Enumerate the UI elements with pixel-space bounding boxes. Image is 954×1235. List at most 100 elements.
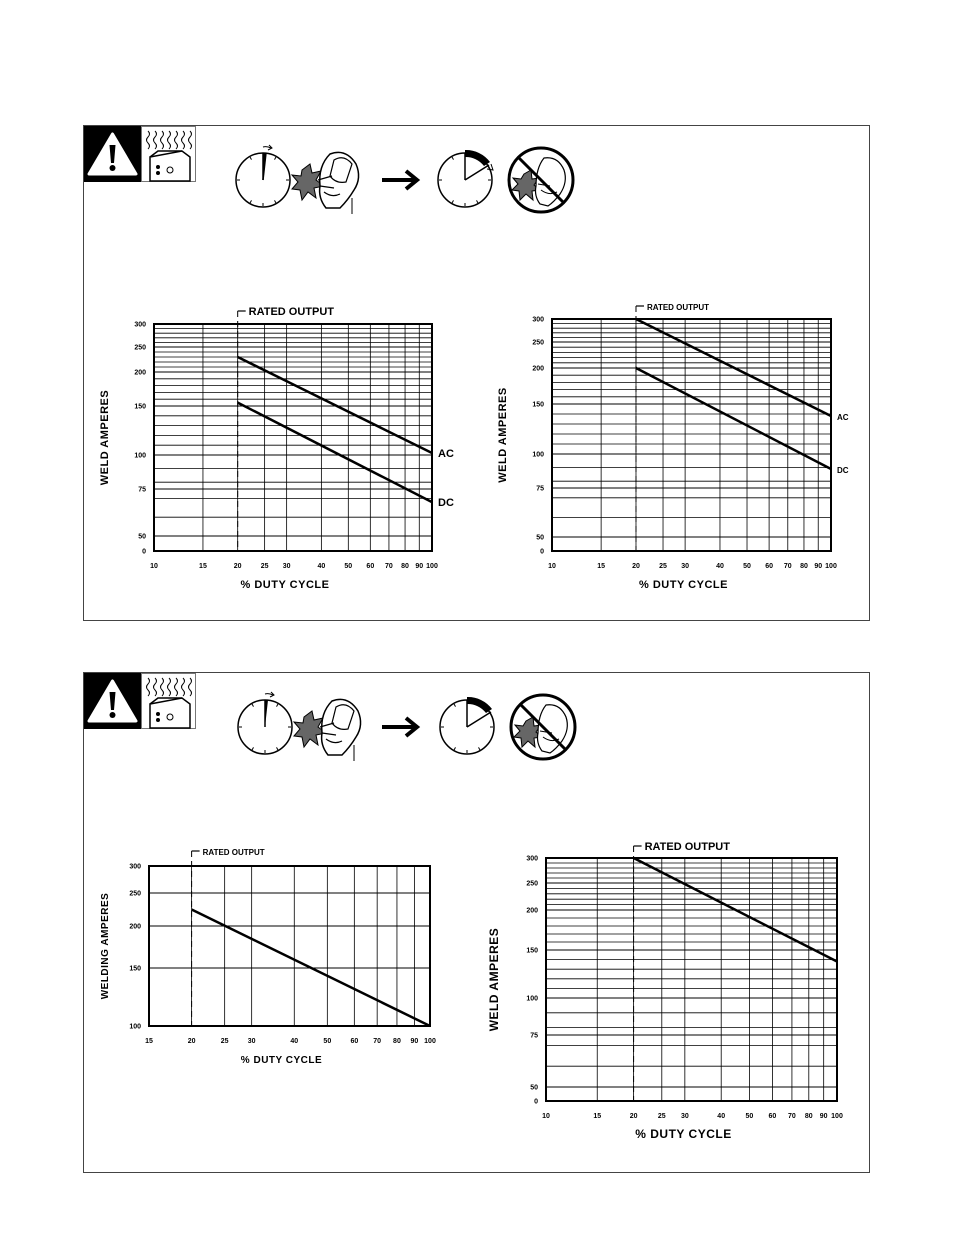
y-axis-label: WELD AMPERES	[99, 390, 111, 485]
x-tick-label: 60	[366, 563, 374, 570]
duty-cycle-clock-icon	[237, 691, 293, 755]
y-tick-label: 250	[526, 881, 538, 888]
x-tick-label: 70	[385, 563, 393, 570]
series-line-0	[633, 856, 838, 963]
x-tick-label: 100	[831, 1113, 843, 1120]
y-tick-label: 250	[134, 345, 146, 352]
x-tick-label: 30	[248, 1038, 256, 1045]
series-line-ac	[635, 317, 832, 418]
y-tick-label: 100	[532, 452, 544, 459]
x-tick-label: 25	[659, 563, 667, 570]
warning-triangle-icon	[84, 673, 141, 729]
chart-grid	[551, 318, 832, 552]
x-tick-label: 90	[820, 1113, 828, 1120]
x-tick-label: 15	[199, 563, 207, 570]
x-tick-label: 10	[542, 1113, 550, 1120]
y-tick-label: 300	[134, 322, 146, 329]
welder-icon	[290, 151, 360, 214]
y-tick-label: 100	[526, 996, 538, 1003]
rated-output-label: RATED OUTPUT	[203, 848, 265, 857]
x-tick-label: 60	[350, 1038, 358, 1045]
x-tick-label: 25	[261, 563, 269, 570]
x-tick-label: 70	[788, 1113, 796, 1120]
y-tick-label: 250	[129, 891, 141, 898]
y-tick-label: 250	[532, 340, 544, 347]
x-tick-label: 20	[188, 1038, 196, 1045]
duty-cycle-panel-2: RATED OUTPUT 15 20 25 30 40 50 60 70 80 90 100 100 15…	[83, 672, 870, 1173]
x-tick-label: 100	[426, 563, 438, 570]
x-tick-label: 20	[630, 1113, 638, 1120]
x-tick-label: 15	[597, 563, 605, 570]
x-axis-label: % DUTY CYCLE	[241, 579, 330, 591]
x-tick-label: 40	[716, 563, 724, 570]
hot-equipment-icon	[141, 126, 196, 182]
plot-frame	[148, 865, 431, 1027]
y-tick-label: 100	[129, 1024, 141, 1031]
y-axis-label: WELD AMPERES	[497, 387, 509, 482]
y-tick-label: 200	[134, 370, 146, 377]
x-tick-label: 70	[373, 1038, 381, 1045]
x-tick-label: 90	[415, 563, 423, 570]
y-tick-label: 75	[138, 487, 146, 494]
x-tick-label: 50	[323, 1038, 331, 1045]
x-axis-label: % DUTY CYCLE	[635, 1127, 731, 1141]
x-tick-label: 10	[548, 563, 556, 570]
y-tick-label: 0	[540, 549, 544, 556]
y-tick-label: 300	[532, 317, 544, 324]
duty-cycle-sequence	[234, 140, 594, 214]
x-tick-label: 60	[769, 1113, 777, 1120]
duty-cycle-chart-3: RATED OUTPUT 15 20 25 30 40 50 60 70 80 90 100 100 15…	[100, 848, 436, 1066]
y-tick-label: 0	[142, 549, 146, 556]
rated-output-label: RATED OUTPUT	[645, 841, 731, 853]
plot-frame	[551, 318, 832, 552]
y-tick-label: 200	[129, 924, 141, 931]
x-tick-label: 30	[681, 1113, 689, 1120]
y-tick-label: 300	[526, 856, 538, 863]
x-tick-label: 70	[784, 563, 792, 570]
x-tick-label: 15	[145, 1038, 153, 1045]
x-tick-label: 30	[681, 563, 689, 570]
duty-cycle-clock-icon	[235, 144, 291, 208]
chart-grid	[545, 857, 838, 1102]
x-tick-label: 100	[424, 1038, 436, 1045]
y-tick-label: 150	[134, 404, 146, 411]
x-tick-label: 40	[717, 1113, 725, 1120]
x-tick-label: 40	[290, 1038, 298, 1045]
x-tick-label: 50	[344, 563, 352, 570]
y-tick-label: 150	[129, 966, 141, 973]
y-tick-label: 75	[536, 486, 544, 493]
x-tick-label: 60	[765, 563, 773, 570]
y-tick-label: 200	[526, 908, 538, 915]
series-label-dc: DC	[438, 497, 454, 509]
warning-triangle-icon	[84, 126, 141, 182]
y-axis-label: WELDING AMPERES	[100, 893, 111, 1000]
x-tick-label: 15	[593, 1113, 601, 1120]
x-tick-label: 80	[401, 563, 409, 570]
x-tick-label: 80	[393, 1038, 401, 1045]
y-tick-label: 0	[534, 1099, 538, 1106]
series-line-ac	[237, 355, 433, 455]
rated-output-label: RATED OUTPUT	[249, 306, 335, 318]
y-tick-label: 50	[536, 535, 544, 542]
x-tick-label: 90	[410, 1038, 418, 1045]
y-tick-label: 50	[138, 534, 146, 541]
y-tick-label: 150	[526, 948, 538, 955]
no-welding-icon	[509, 693, 577, 761]
x-tick-label: 50	[743, 563, 751, 570]
series-line-dc	[237, 401, 433, 504]
x-tick-label: 80	[800, 563, 808, 570]
series-label-ac: AC	[837, 413, 849, 422]
x-tick-label: 25	[221, 1038, 229, 1045]
plot-frame	[153, 323, 433, 552]
y-tick-label: 300	[129, 864, 141, 871]
hot-equipment-icon	[141, 673, 196, 729]
x-tick-label: 10	[150, 563, 158, 570]
y-tick-label: 50	[530, 1085, 538, 1092]
duty-cycle-panel-1: RATED OUTPUT AC DC 10 15 20 25 30 40 50 60 70 80 90 10…	[83, 125, 870, 621]
y-tick-label: 75	[530, 1033, 538, 1040]
y-axis-label: WELD AMPERES	[487, 928, 501, 1032]
y-tick-label: 100	[134, 453, 146, 460]
